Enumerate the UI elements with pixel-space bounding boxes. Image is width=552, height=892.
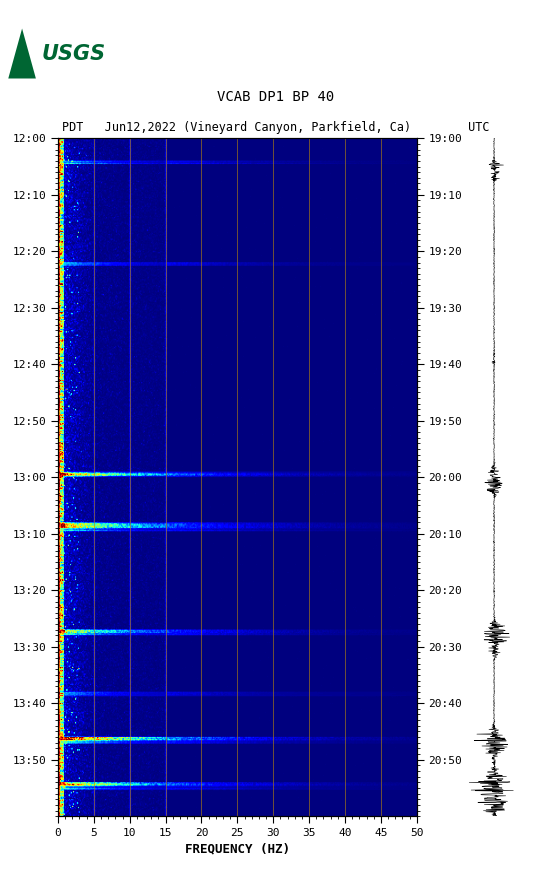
Text: VCAB DP1 BP 40: VCAB DP1 BP 40 [217, 90, 335, 103]
Text: PDT   Jun12,2022 (Vineyard Canyon, Parkfield, Ca)        UTC: PDT Jun12,2022 (Vineyard Canyon, Parkfie… [62, 121, 490, 134]
X-axis label: FREQUENCY (HZ): FREQUENCY (HZ) [185, 842, 290, 855]
Polygon shape [8, 29, 36, 78]
Text: USGS: USGS [41, 44, 105, 63]
